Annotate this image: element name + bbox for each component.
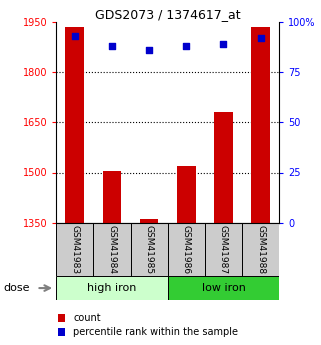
Bar xyxy=(56,276,168,300)
Text: GSM41983: GSM41983 xyxy=(70,225,79,274)
Point xyxy=(147,48,152,53)
Bar xyxy=(131,223,168,276)
Bar xyxy=(177,166,195,223)
Point xyxy=(184,44,189,49)
Point xyxy=(109,44,115,49)
Text: GSM41986: GSM41986 xyxy=(182,225,191,274)
Bar xyxy=(168,276,279,300)
Text: low iron: low iron xyxy=(202,283,246,293)
Text: GSM41987: GSM41987 xyxy=(219,225,228,274)
Title: GDS2073 / 1374617_at: GDS2073 / 1374617_at xyxy=(95,8,240,21)
Text: dose: dose xyxy=(3,283,30,293)
Bar xyxy=(214,112,233,223)
Text: GSM41985: GSM41985 xyxy=(145,225,154,274)
Point xyxy=(221,42,226,47)
Point xyxy=(72,34,77,39)
Bar xyxy=(93,223,131,276)
Bar xyxy=(103,171,121,223)
Bar xyxy=(251,27,270,223)
Point xyxy=(258,36,263,41)
Bar xyxy=(56,223,93,276)
Text: GSM41988: GSM41988 xyxy=(256,225,265,274)
Text: GSM41984: GSM41984 xyxy=(108,225,117,274)
Bar xyxy=(168,223,205,276)
Text: high iron: high iron xyxy=(87,283,137,293)
Bar xyxy=(205,223,242,276)
Bar xyxy=(65,27,84,223)
Legend: count, percentile rank within the sample: count, percentile rank within the sample xyxy=(55,310,241,340)
Bar xyxy=(242,223,279,276)
Bar xyxy=(140,218,159,223)
